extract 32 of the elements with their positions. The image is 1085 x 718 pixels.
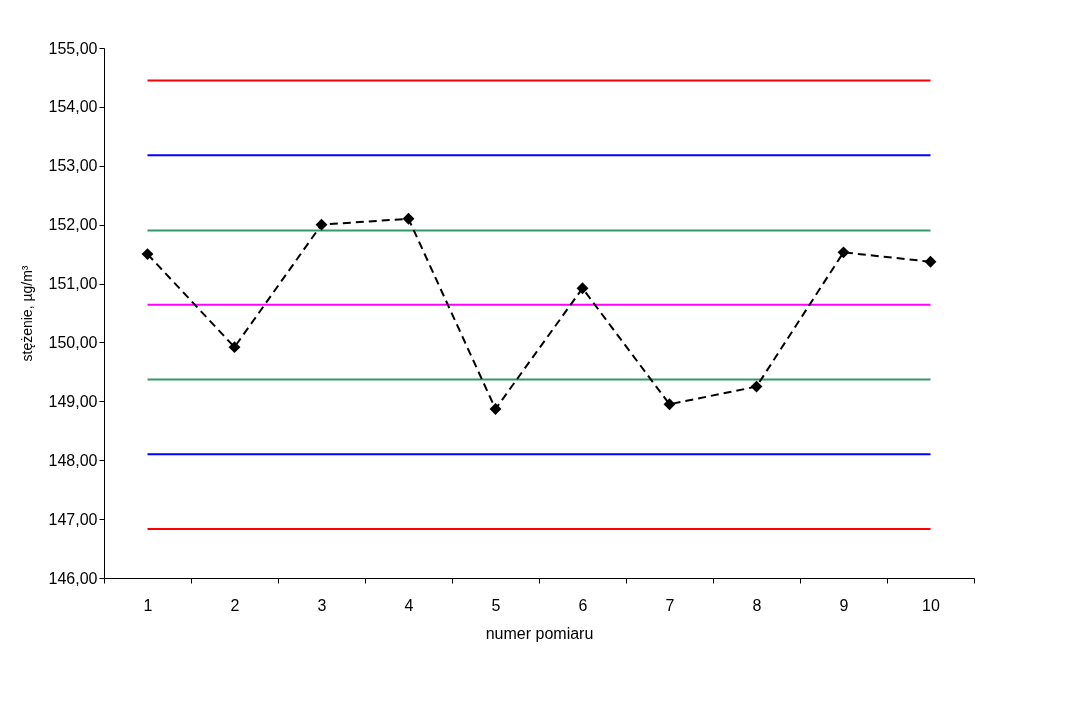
y-tick-label: 152,00	[48, 216, 98, 234]
x-axis-title: numer pomiaru	[485, 624, 594, 642]
x-tick-label: 3	[317, 596, 327, 614]
point	[402, 212, 415, 225]
point	[228, 341, 241, 354]
point	[924, 255, 937, 268]
point	[663, 398, 676, 411]
x-tick-label: 2	[230, 596, 240, 614]
y-tick-label: 154,00	[48, 98, 98, 116]
y-tick-label: 146,00	[48, 569, 98, 587]
x-tick-label: 8	[752, 596, 762, 614]
point	[576, 282, 589, 295]
point	[489, 403, 502, 415]
point	[315, 218, 328, 231]
y-axis-title: stężenie, µg/m³	[18, 265, 35, 362]
y-tick-label: 148,00	[48, 451, 98, 469]
point	[837, 246, 850, 259]
y-tick-label: 149,00	[48, 392, 98, 410]
y-tick-label: 151,00	[48, 275, 98, 293]
point	[141, 248, 154, 261]
y-tick-label: 153,00	[48, 157, 98, 175]
x-tick-label: 6	[578, 596, 588, 614]
x-tick-label: 5	[491, 596, 501, 614]
y-tick-label: 147,00	[48, 510, 98, 528]
y-tick-label: 150,00	[48, 333, 98, 351]
x-tick-label: 10	[922, 596, 940, 614]
x-tick-label: 1	[143, 596, 153, 614]
point	[750, 380, 763, 393]
y-tick-label: 155,00	[48, 39, 98, 57]
x-tick-label: 7	[665, 596, 675, 614]
x-tick-label: 9	[839, 596, 849, 614]
x-tick-label: 4	[404, 596, 414, 614]
